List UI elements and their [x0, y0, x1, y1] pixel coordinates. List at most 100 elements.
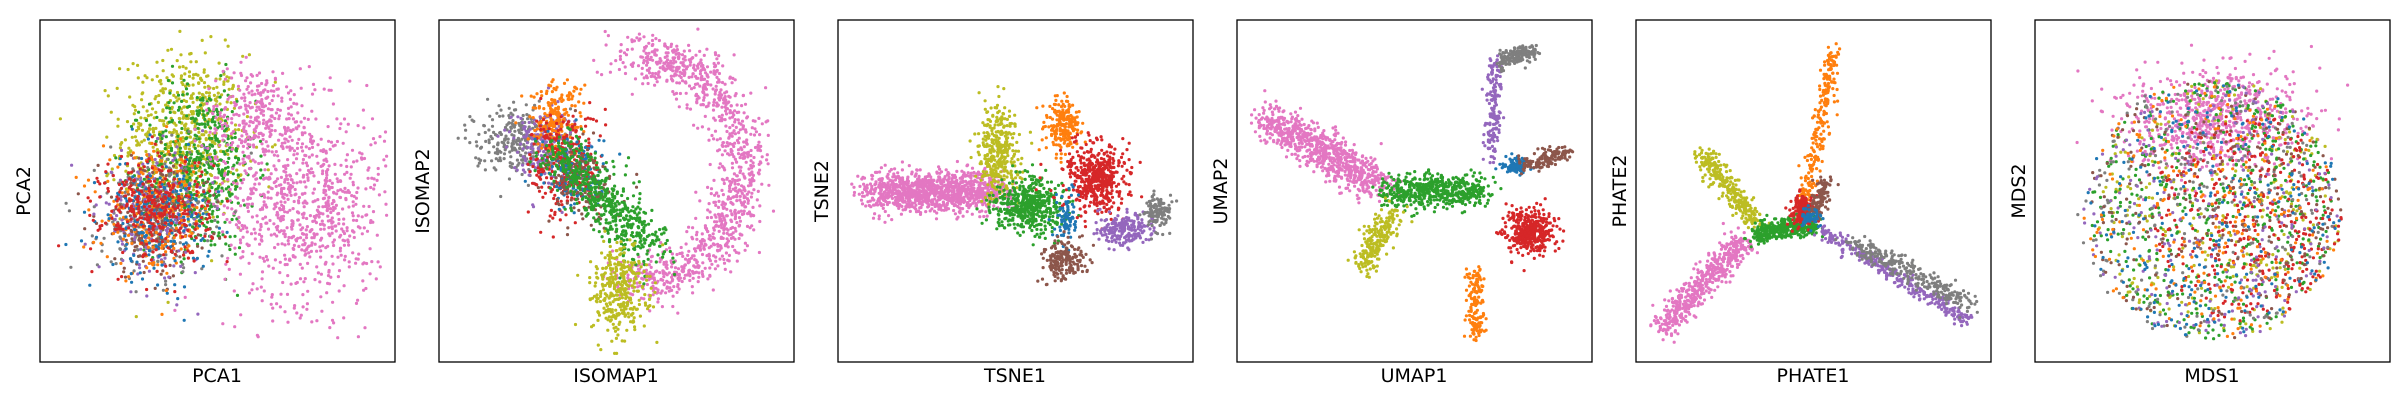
scatter-point [244, 140, 247, 143]
scatter-point [121, 222, 124, 225]
scatter-point [609, 71, 612, 74]
scatter-point [335, 204, 338, 207]
scatter-point [287, 236, 290, 239]
scatter-point [243, 125, 246, 128]
scatter-point [330, 89, 333, 92]
scatter-point [705, 105, 708, 108]
scatter-point [734, 217, 737, 220]
scatter-point [732, 236, 735, 239]
scatter-point [764, 86, 767, 89]
scatter-point [160, 264, 163, 267]
scatter-point [215, 128, 218, 131]
scatter-point [645, 74, 648, 77]
scatter-point [657, 297, 660, 300]
scatter-point [772, 210, 775, 213]
scatter-point [733, 129, 736, 132]
scatter-point [211, 210, 214, 213]
scatter-point [653, 84, 656, 87]
scatter-point [232, 181, 235, 184]
scatter-point [248, 124, 251, 127]
scatter-point [275, 302, 278, 305]
scatter-point [246, 230, 249, 233]
scatter-point [193, 158, 196, 161]
scatter-point [165, 205, 168, 208]
scatter-point [242, 158, 245, 161]
scatter-point [290, 194, 293, 197]
scatter-point [329, 148, 332, 151]
scatter-point [349, 177, 352, 180]
scatter-point [232, 172, 235, 175]
scatter-point [496, 148, 499, 151]
scatter-point [104, 89, 107, 92]
scatter-point [369, 247, 372, 250]
scatter-point [104, 222, 107, 225]
scatter-point [696, 127, 699, 130]
scatter-point [183, 257, 186, 260]
scatter-point [524, 151, 527, 154]
scatter-point [177, 94, 180, 97]
scatter-point [70, 164, 73, 167]
scatter-point [687, 44, 690, 47]
scatter-point [271, 145, 274, 148]
scatter-point [296, 152, 299, 155]
scatter-point [647, 42, 650, 45]
scatter-point [283, 126, 286, 129]
scatter-point [677, 276, 680, 279]
scatter-point [174, 233, 177, 236]
scatter-point [492, 131, 495, 134]
scatter-point [659, 57, 662, 60]
scatter-point [259, 176, 262, 179]
scatter-point [295, 172, 298, 175]
scatter-point [117, 118, 120, 121]
scatter-point [59, 117, 62, 120]
scatter-point [296, 147, 299, 150]
scatter-point [296, 142, 299, 145]
scatter-point [350, 165, 353, 168]
scatter-point [724, 118, 727, 121]
scatter-point [130, 281, 133, 284]
scatter-point [231, 148, 234, 151]
scatter-point [193, 208, 196, 211]
scatter-point [512, 142, 515, 145]
scatter-point [757, 141, 760, 144]
scatter-point [336, 256, 339, 259]
scatter-point [239, 187, 242, 190]
scatter-point [348, 260, 351, 263]
scatter-point [743, 188, 746, 191]
scatter-point [607, 34, 610, 37]
scatter-point [223, 108, 226, 111]
scatter-point [710, 192, 713, 195]
scatter-point [678, 273, 681, 276]
scatter-point [329, 211, 332, 214]
scatter-point [155, 167, 158, 170]
scatter-point [112, 174, 115, 177]
scatter-point [133, 249, 136, 252]
scatter-point [112, 232, 115, 235]
scatter-point [267, 125, 270, 128]
scatter-point [205, 91, 208, 94]
scatter-point [701, 261, 704, 264]
scatter-point [316, 143, 319, 146]
scatter-point [653, 51, 656, 54]
scatter-point [491, 118, 494, 121]
scatter-point [323, 228, 326, 231]
scatter-point [718, 258, 721, 261]
scatter-point [293, 149, 296, 152]
scatter-point [219, 150, 222, 153]
scatter-point [306, 225, 309, 228]
scatter-point [234, 188, 237, 191]
scatter-point [723, 217, 726, 220]
scatter-point [487, 128, 490, 131]
scatter-point [126, 162, 129, 165]
scatter-point [691, 291, 694, 294]
scatter-point [128, 95, 131, 98]
scatter-point [684, 80, 687, 83]
scatter-point [193, 143, 196, 146]
scatter-point [186, 229, 189, 232]
scatter-point [312, 174, 315, 177]
scatter-point [753, 127, 756, 130]
scatter-point [332, 102, 335, 105]
scatter-point [749, 154, 752, 157]
scatter-point [271, 115, 274, 118]
scatter-point [604, 30, 607, 33]
